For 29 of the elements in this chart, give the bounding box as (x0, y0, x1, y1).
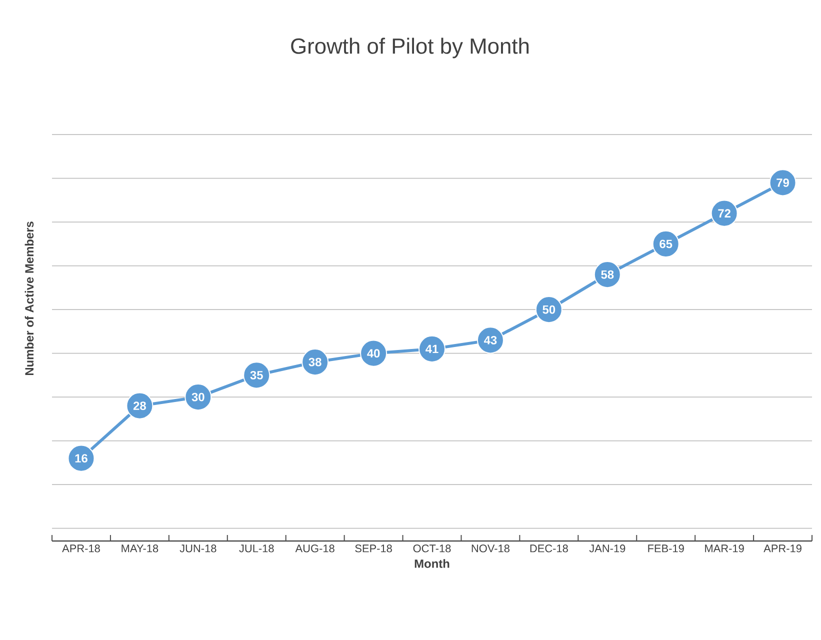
x-tick-label: SEP-18 (355, 544, 392, 552)
data-label: 58 (601, 270, 614, 279)
x-tick-label: APR-19 (764, 544, 802, 552)
x-tick-label: MAY-18 (122, 544, 158, 552)
chart-title: Growth of Pilot by Month (291, 38, 529, 58)
data-label: 72 (718, 209, 730, 218)
x-tick-label: APR-18 (62, 544, 100, 552)
x-tick-label: MAR-19 (705, 544, 744, 552)
data-label: 41 (426, 344, 438, 354)
data-label: 43 (484, 336, 497, 344)
x-tick-label: NOV-18 (472, 544, 510, 552)
data-label: 50 (542, 305, 556, 314)
data-label: 65 (660, 240, 672, 248)
data-label: 16 (75, 454, 88, 463)
x-tick-label: DEC-18 (530, 544, 568, 552)
x-tick-label: AUG-18 (295, 544, 334, 552)
x-tick-label: JUL-18 (239, 544, 274, 552)
x-tick-label: JUN-18 (180, 544, 216, 552)
data-label: 79 (776, 178, 789, 187)
data-label: 35 (250, 370, 263, 380)
data-label: 40 (367, 349, 380, 358)
y-axis-title: Number of Active Members (24, 222, 34, 376)
data-label: 28 (133, 402, 146, 410)
data-label: 30 (192, 392, 204, 402)
data-label: 38 (308, 358, 322, 366)
x-axis-title: Month (414, 559, 450, 568)
x-tick-label: FEB-19 (648, 544, 684, 552)
x-tick-label: JAN-19 (589, 544, 626, 552)
x-tick-label: OCT-18 (413, 544, 451, 552)
